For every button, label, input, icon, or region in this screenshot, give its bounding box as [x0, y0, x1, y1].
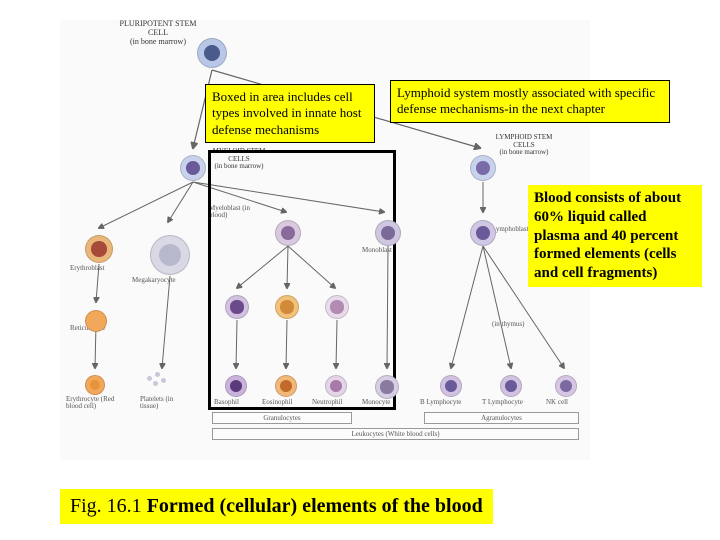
agranulocytes-bar: Agranulocytes	[424, 412, 579, 424]
label-nk-cell: NK cell	[546, 398, 568, 406]
cell-erythroblast	[85, 235, 113, 263]
blood-annotation: Blood consists of about 60% liquid calle…	[528, 185, 702, 287]
cell-pluripotent	[197, 38, 227, 68]
lymphoid-annotation-text: Lymphoid system mostly associated with s…	[397, 85, 655, 116]
label-t-lymphocyte: T Lymphocyte	[482, 398, 523, 406]
agranulocytes-label: Agranulocytes	[481, 414, 522, 422]
label-megakaryocyte: Megakaryocyte	[132, 276, 176, 284]
cell-megakaryocyte	[150, 235, 190, 275]
boxed-annotation-text: Boxed in area includes cell types involv…	[212, 89, 361, 137]
cell-monocyte-nucleus	[380, 380, 393, 393]
cell-erythroblast-nucleus	[91, 241, 107, 257]
lymphoid-annotation: Lymphoid system mostly associated with s…	[390, 80, 670, 123]
cell-eosinophil_p-nucleus	[280, 300, 293, 313]
cell-t_lymphocyte	[500, 375, 522, 397]
blood-annotation-text: Blood consists of about 60% liquid calle…	[534, 190, 681, 281]
cell-myeloblast-nucleus	[281, 226, 295, 240]
cell-basophil	[225, 375, 247, 397]
cell-megakaryocyte-nucleus	[159, 244, 182, 267]
cell-neutrophil_p	[325, 295, 349, 319]
cell-lymphoid	[470, 155, 496, 181]
cell-eosinophil_p	[275, 295, 299, 319]
caption-prefix: Fig. 16.1	[70, 495, 147, 517]
cell-myeloid	[180, 155, 206, 181]
cell-nk_cell-nucleus	[560, 380, 572, 392]
cell-monoblast	[375, 220, 401, 246]
innate-highlight-box	[208, 150, 396, 410]
label-platelets: Platelets (in tissue)	[140, 396, 180, 410]
cell-nk_cell	[555, 375, 577, 397]
leukocytes-label: Leukocytes (White blood cells)	[351, 430, 439, 438]
leukocytes-bar: Leukocytes (White blood cells)	[212, 428, 579, 440]
cell-myeloid-nucleus	[186, 161, 200, 175]
cell-neutrophil-nucleus	[330, 380, 342, 392]
cell-basophil_p-nucleus	[230, 300, 243, 313]
cell-monoblast-nucleus	[381, 226, 395, 240]
cell-t_lymphocyte-nucleus	[505, 380, 517, 392]
label-lymphoblast: Lymphoblast	[492, 225, 529, 233]
cell-lymphoid-nucleus	[476, 161, 490, 175]
boxed-annotation: Boxed in area includes cell types involv…	[205, 84, 375, 143]
cell-eosinophil	[275, 375, 297, 397]
label-erythroblast: Erythroblast	[70, 264, 105, 272]
cell-neutrophil	[325, 375, 347, 397]
cell-lymphoblast	[470, 220, 496, 246]
caption-bold: Formed (cellular) elements of the blood	[147, 495, 483, 517]
cell-myeloblast	[275, 220, 301, 246]
cell-erythrocyte	[85, 375, 105, 395]
cell-b_lymphocyte-nucleus	[445, 380, 457, 392]
label-in-thymus: (in thymus)	[492, 320, 524, 328]
cell-monocyte	[375, 375, 399, 399]
platelets-cluster	[147, 372, 173, 388]
label-b-lymphocyte: B Lymphocyte	[420, 398, 461, 406]
cell-neutrophil_p-nucleus	[330, 300, 343, 313]
cell-b_lymphocyte	[440, 375, 462, 397]
cell-reticulocyte-nucleus	[90, 315, 102, 327]
cell-lymphoblast-nucleus	[476, 226, 490, 240]
figure-caption: Fig. 16.1 Formed (cellular) elements of …	[60, 489, 493, 524]
cell-pluripotent-nucleus	[204, 45, 221, 62]
label-erythrocyte: Erythrocyte (Red blood cell)	[66, 396, 118, 410]
cell-reticulocyte	[85, 310, 107, 332]
cell-basophil-nucleus	[230, 380, 242, 392]
cell-basophil_p	[225, 295, 249, 319]
cell-eosinophil-nucleus	[280, 380, 292, 392]
cell-erythrocyte-nucleus	[90, 380, 101, 391]
granulocytes-bar: Granulocytes	[212, 412, 352, 424]
granulocytes-label: Granulocytes	[263, 414, 300, 422]
